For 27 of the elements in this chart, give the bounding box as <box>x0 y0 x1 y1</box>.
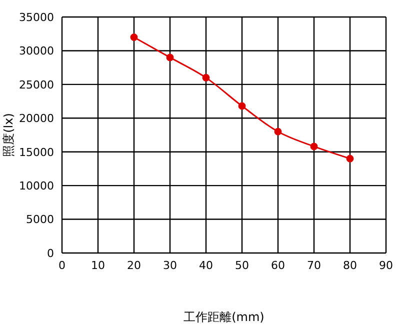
point <box>238 102 246 110</box>
x-tick-label: 70 <box>307 258 321 272</box>
y-tick-label: 35000 <box>19 10 54 24</box>
x-tick-label: 60 <box>271 258 285 272</box>
point <box>130 33 138 41</box>
point <box>346 154 354 162</box>
y-tick-label: 25000 <box>19 78 54 92</box>
point <box>310 142 318 150</box>
x-tick-label: 0 <box>58 258 66 272</box>
y-tick-label: 20000 <box>19 112 54 126</box>
x-tick-label: 10 <box>91 258 105 272</box>
y-tick-label: 15000 <box>19 146 54 159</box>
y-axis-title: 照度(lx) <box>1 113 16 157</box>
x-tick-label: 40 <box>199 258 213 272</box>
x-tick-label: 30 <box>163 258 177 272</box>
x-tick-label: 50 <box>235 258 249 272</box>
y-tick-label: 5000 <box>26 213 54 226</box>
y-tick-label: 0 <box>47 246 54 260</box>
x-tick-label: 20 <box>127 258 141 272</box>
point <box>274 128 282 136</box>
point <box>202 74 210 82</box>
y-tick-label: 10000 <box>19 179 54 192</box>
x-axis-title: 工作距離(mm) <box>184 310 264 324</box>
x-tick-label: 90 <box>379 258 393 272</box>
x-tick-label: 80 <box>343 258 357 272</box>
y-tick-label: 30000 <box>19 44 54 58</box>
point <box>166 54 174 62</box>
